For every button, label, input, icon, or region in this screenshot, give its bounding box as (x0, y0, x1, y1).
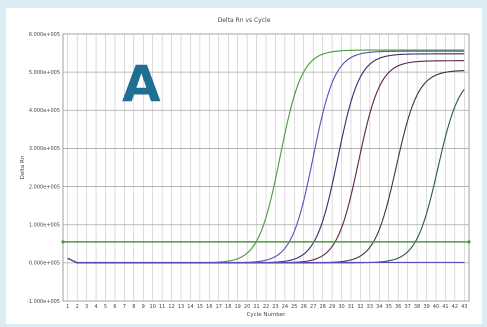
y-tick-label: -1.000e+005 (27, 299, 60, 305)
x-tick-label: 32 (357, 304, 363, 310)
x-tick-labels: 1 2 3 4 5 6 7 8 9 10 11 12 13 14 15 16 17 18 19 20 21 22 23 24 2… (66, 304, 467, 310)
x-tick-label: 36 (395, 304, 401, 310)
y-tick-label: 4.000e+005 (29, 108, 60, 114)
amplification-curve (67, 258, 465, 264)
x-tick-label: 35 (386, 304, 392, 310)
x-tick-label: 34 (376, 304, 382, 310)
x-tick-label: 26 (301, 304, 307, 310)
amplification-plot: -1.000e+005 0.000e+005 1.000e+005 2.000e+00… (20, 32, 471, 318)
x-tick-label: 21 (253, 304, 259, 310)
y-tick-label: 0.000e+005 (29, 261, 60, 267)
threshold-handle-right[interactable] (467, 240, 471, 244)
x-tick-label: 33 (367, 304, 373, 310)
x-tick-label: 10 (150, 304, 156, 310)
x-tick-label: 41 (442, 304, 448, 310)
x-tick-label: 1 (66, 304, 69, 310)
amplification-curves (67, 49, 465, 264)
x-tick-label: 43 (461, 304, 467, 310)
x-tick-label: 20 (244, 304, 250, 310)
x-tick-label: 22 (263, 304, 269, 310)
chart-title: Delta Rn vs Cycle (217, 17, 271, 24)
x-tick-label: 5 (104, 304, 107, 310)
y-tick-label: 6.000e+005 (29, 32, 60, 38)
x-tick-label: 4 (94, 304, 97, 310)
x-tick-label: 11 (159, 304, 165, 310)
x-tick-label: 14 (187, 304, 193, 310)
x-tick-label: 25 (291, 304, 297, 310)
x-tick-label: 39 (423, 304, 429, 310)
y-tick-label: 2.000e+005 (29, 184, 60, 190)
x-tick-label: 27 (310, 304, 316, 310)
x-tick-label: 30 (338, 304, 344, 310)
x-tick-label: 13 (178, 304, 184, 310)
chart-panel: Delta Rn vs Cycle -1.000e+005 0.000e+005 1… (6, 8, 482, 324)
x-tick-label: 31 (348, 304, 354, 310)
x-tick-label: 42 (452, 304, 458, 310)
y-tick-label: 3.000e+005 (29, 146, 60, 152)
x-tick-label: 6 (113, 304, 116, 310)
x-tick-label: 23 (272, 304, 278, 310)
x-tick-label: 24 (282, 304, 288, 310)
x-tick-label: 8 (132, 304, 135, 310)
x-tick-label: 29 (329, 304, 335, 310)
y-tick-label: 5.000e+005 (29, 70, 60, 76)
x-tick-label: 17 (216, 304, 222, 310)
vertical-gridlines (67, 34, 465, 301)
x-tick-label: 12 (168, 304, 174, 310)
x-tick-label: 16 (206, 304, 212, 310)
x-tick-label: 28 (319, 304, 325, 310)
y-axis-label: Delta Rn (20, 155, 26, 179)
x-tick-label: 7 (123, 304, 126, 310)
x-tick-label: 15 (197, 304, 203, 310)
threshold-handle-left[interactable] (61, 240, 65, 244)
x-tick-label: 38 (414, 304, 420, 310)
x-axis-label: Cycle Number (247, 312, 287, 318)
x-tick-label: 40 (433, 304, 439, 310)
x-tick-label: 19 (234, 304, 240, 310)
x-tick-label: 3 (85, 304, 88, 310)
y-tick-label: 1.000e+005 (29, 223, 60, 229)
x-tick-label: 18 (225, 304, 231, 310)
x-tick-label: 37 (404, 304, 410, 310)
y-tick-labels: -1.000e+005 0.000e+005 1.000e+005 2.000e+00… (27, 32, 60, 305)
x-tick-label: 2 (76, 304, 79, 310)
panel-letter: A (122, 55, 161, 113)
x-tick-label: 9 (142, 304, 145, 310)
